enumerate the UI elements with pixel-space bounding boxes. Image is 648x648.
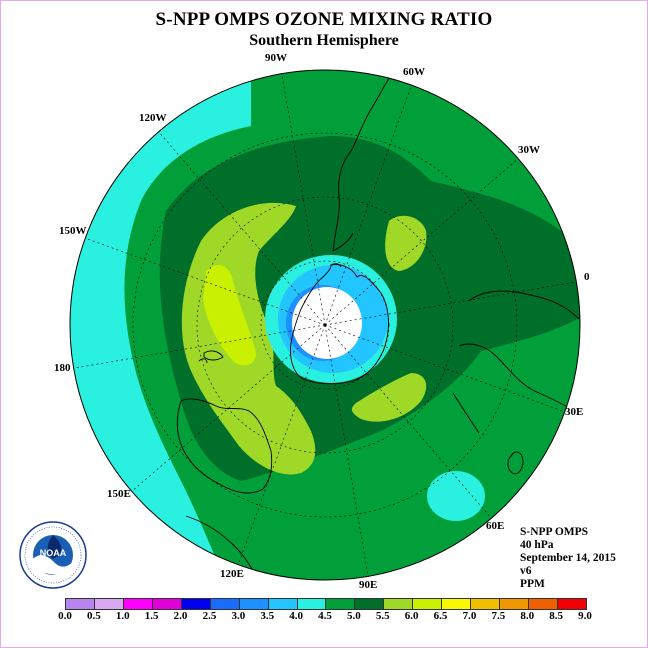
colorbar-labels: 0.0 0.5 1.0 1.5 2.0 2.5 3.0 3.5 4.0 4.5 5.0 5.5 6.0 6… <box>58 610 592 624</box>
colorbar-swatch <box>529 599 558 609</box>
info-instrument: S-NPP OMPS <box>520 526 589 538</box>
latitude-grid <box>132 132 518 518</box>
colorbar-label: 7.0 <box>462 610 477 622</box>
noaa-logo: NOAA <box>19 521 87 589</box>
map-title: S-NPP OMPS OZONE MIXING RATIO <box>155 9 493 30</box>
field-level-3-5-west <box>70 70 251 580</box>
colorbar-swatch <box>384 599 414 609</box>
info-version: v6 <box>520 565 532 577</box>
label-120e: 120E <box>220 568 244 580</box>
colorbar-swatch <box>355 599 385 609</box>
label-180: 180 <box>54 362 71 374</box>
colorbar-swatch <box>500 599 529 609</box>
colorbar-swatch <box>123 599 153 609</box>
colorbar-swatch <box>471 599 501 609</box>
colorbar-label: 8.0 <box>520 610 535 622</box>
longitude-labels: 90W 60W 30W 0 30E 60E 90E 120E 150E 180 … <box>54 52 590 591</box>
field-level-5-0-north <box>385 215 427 271</box>
label-30e: 30E <box>565 406 583 418</box>
field-level-5-0-south <box>351 373 427 422</box>
colorbar-label: 8.5 <box>549 610 563 622</box>
colorbar-label: 1.5 <box>144 610 159 622</box>
coastlines <box>130 72 580 577</box>
colorbar-swatch <box>181 599 211 609</box>
product-info: S-NPP OMPS 40 hPa September 14, 2015 v6 … <box>520 526 616 591</box>
colorbar-swatch <box>94 599 124 609</box>
colorbar-label: 5.5 <box>375 610 390 622</box>
colorbar-swatch <box>239 599 269 609</box>
colorbar-label: 4.0 <box>289 610 303 622</box>
colorbar-label: 6.5 <box>433 610 448 622</box>
field-level-5-5 <box>203 265 256 366</box>
ozone-field <box>70 70 580 580</box>
field-below-range <box>292 287 362 359</box>
colorbar-swatch <box>152 599 182 609</box>
field-level-3-5-east <box>427 471 485 521</box>
colorbar-label: 3.0 <box>231 610 246 622</box>
label-0: 0 <box>584 271 590 283</box>
colorbar-label: 2.5 <box>202 610 217 622</box>
longitude-grid <box>70 70 580 580</box>
colorbar-label: 9.0 <box>578 610 592 622</box>
info-units: PPM <box>520 578 545 590</box>
colorbar-label: 6.0 <box>404 610 419 622</box>
colorbar-swatch <box>210 599 240 609</box>
info-date: September 14, 2015 <box>520 552 616 564</box>
colorbar-swatch <box>442 599 472 609</box>
label-150e: 150E <box>107 488 131 500</box>
colorbar-swatch <box>326 599 356 609</box>
colorbar-swatch <box>557 599 586 609</box>
label-30w: 30W <box>518 144 540 156</box>
colorbar-swatch <box>297 599 327 609</box>
colorbar-label: 0.0 <box>58 610 72 622</box>
colorbar-label: 4.5 <box>318 610 332 622</box>
label-150w: 150W <box>59 225 87 237</box>
info-level: 40 hPa <box>520 539 554 551</box>
map-subtitle: Southern Hemisphere <box>249 32 399 49</box>
colorbar-swatch <box>268 599 298 609</box>
label-120w: 120W <box>139 112 167 124</box>
label-90e: 90E <box>359 579 377 591</box>
colorbar-label: 1.0 <box>115 610 130 622</box>
colorbar <box>65 598 587 610</box>
label-90w: 90W <box>265 52 287 64</box>
logo-text: NOAA <box>40 548 67 558</box>
colorbar-label: 5.0 <box>347 610 361 622</box>
map-boundary <box>69 69 581 581</box>
label-60e: 60E <box>486 520 504 532</box>
colorbar-label: 3.5 <box>260 610 275 622</box>
colorbar-label: 7.5 <box>491 610 506 622</box>
label-60w: 60W <box>403 66 425 78</box>
colorbar-swatch <box>66 599 95 609</box>
colorbar-label: 0.5 <box>87 610 101 622</box>
colorbar-label: 2.0 <box>173 610 188 622</box>
colorbar-swatch <box>413 599 443 609</box>
